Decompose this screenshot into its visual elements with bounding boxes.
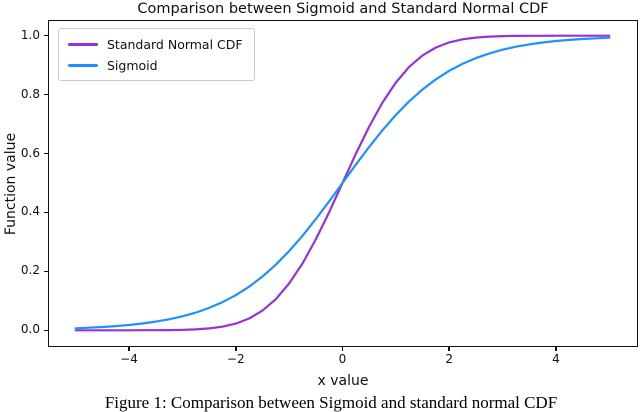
x-axis-label: x value [317,373,369,389]
legend-label: Standard Normal CDF [107,36,243,52]
y-tick-mark [43,93,48,96]
curves-svg [74,34,611,332]
chart-title: Comparison between Sigmoid and Standard … [137,1,549,17]
x-tick-mark [235,346,237,351]
y-tick-label: 0.0 [20,322,40,337]
y-tick-mark [43,34,48,37]
y-axis-label: Function value [3,132,19,236]
x-tick-mark [128,346,130,351]
legend-label: Sigmoid [107,57,158,73]
x-tick-label: 4 [552,352,560,366]
y-tick-label: 1.0 [20,27,40,42]
y-tick-label: 0.8 [20,86,40,101]
legend-entry-standard-normal-cdf: Standard Normal CDF [68,36,243,52]
legend-line-sample-blue [68,63,98,67]
legend-line-sample-purple [68,42,98,46]
y-tick-label: 0.4 [20,204,40,219]
y-tick-mark [43,329,48,332]
x-tick-label: 2 [445,352,454,366]
figure-caption: Figure 1: Comparison between Sigmoid and… [104,393,558,412]
x-tick-label: 0 [338,352,347,366]
y-tick-label: 0.2 [20,263,40,278]
x-tick-mark [448,346,450,351]
plot-area: Standard Normal CDF Sigmoid [48,20,638,347]
y-tick-mark [43,152,48,155]
y-tick-label: 0.6 [20,145,40,160]
y-tick-mark [43,270,48,273]
y-tick-mark [43,211,48,214]
x-tick-mark [555,346,557,351]
legend-entry-sigmoid: Sigmoid [68,57,243,73]
legend: Standard Normal CDF Sigmoid [58,28,255,81]
x-tick-mark [341,346,344,351]
x-tick-label: −4 [120,352,138,366]
x-tick-label: −2 [226,352,245,366]
sigmoid-curve [74,36,611,330]
